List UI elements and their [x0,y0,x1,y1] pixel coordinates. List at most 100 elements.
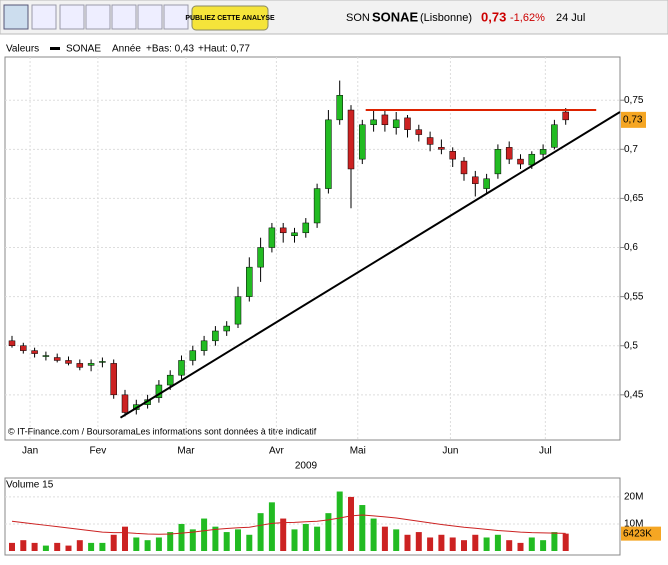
trend-line [119,111,621,419]
y-tick-label: 0,75 [624,95,644,106]
header-price: 0,73 [481,9,506,24]
x-tick-label: Fev [90,446,107,457]
y-tick-label: 0,7 [624,144,638,155]
candle-body [472,176,479,184]
volume-bar [449,537,456,551]
x-tick-label: Jul [539,446,552,457]
volume-bar [178,523,185,551]
header-date: 24 Jul [556,12,585,24]
x-tick-label: Avr [269,446,284,457]
volume-bar [540,540,547,551]
legend-label: Valeurs [6,44,39,55]
candle-body [291,232,298,236]
toolbar [0,0,668,35]
volume-bar [381,526,388,551]
publish-button[interactable] [191,5,269,31]
header-change: -1,62% [510,12,545,24]
candle-body [404,117,411,130]
volume-bar [257,513,264,551]
volume-bar [155,537,162,551]
candle-body [325,119,332,189]
candle-body [392,119,400,128]
volume-bar [415,532,422,551]
candle-body [110,363,117,396]
volume-bar [31,542,38,551]
candle-body [42,355,50,357]
legend-low: +Bas: 0,43 [146,44,195,55]
x-tick-label: Mai [350,446,366,457]
candle-body [257,247,264,268]
candle-body [426,137,434,145]
volume-bar [427,537,434,551]
volume-bar [235,529,241,551]
candle-body [99,361,106,363]
tool-delete[interactable] [163,4,189,30]
candle-body [483,178,490,189]
candle-body [166,374,174,386]
candle-body [539,149,547,155]
volume-bar [212,526,219,551]
last-price-label: 0,73 [623,114,643,125]
volume-bar [122,526,128,551]
volume-bar [65,545,72,551]
x-tick-label: Mar [177,446,195,457]
volume-bar [302,523,309,551]
tool-line[interactable] [31,4,57,30]
volume-last-label: 6423K [623,528,652,539]
volume-bar [133,537,140,551]
last-price-box [621,111,646,128]
volume-bar [42,545,49,551]
candle-body [302,222,310,234]
volume-bar [393,529,400,551]
tool-parallel[interactable] [137,4,163,30]
volume-bar [506,540,513,551]
volume-bar [201,518,208,551]
volume-title: Volume 15 [6,480,54,491]
volume-bar [144,540,151,551]
publish-label[interactable]: PUBLIEZ CETTE ANALYSE [185,15,275,22]
candle-body [505,147,513,160]
header-name: SONAE [372,9,419,24]
volume-bar [246,534,253,551]
y-tick-label: 0,5 [624,340,638,351]
candle-body [87,363,95,366]
volume-bar [348,496,354,551]
volume-bar [404,534,411,551]
candle-body [359,124,366,160]
candle-body [76,363,84,368]
candle-body [517,158,524,165]
x-tick-label: Jun [442,446,458,457]
volume-bar [54,542,61,551]
volume-bar [359,505,366,551]
volume-bar [551,532,558,551]
volume-bar [517,542,524,551]
candle-body [178,360,185,376]
candle-body [381,114,389,126]
candle-body [494,149,502,175]
legend-high: +Haut: 0,77 [198,44,250,55]
source: © IT-Finance.com / BoursoramaLes informa… [8,426,317,436]
header-market: (Lisbonne) [420,12,472,24]
tool-zoom[interactable] [3,4,29,30]
tool-channel[interactable] [111,4,137,30]
volume-bar [494,534,501,551]
x-tick-label: Jan [22,446,38,457]
candle-body [31,350,38,354]
volume-bar [280,518,287,551]
volume-bar [325,513,332,551]
candle-body [268,227,276,248]
candle-body [279,227,287,234]
candle-body [370,119,377,126]
volume-bar [528,537,535,551]
candle-body [189,350,197,361]
candle-body [528,153,536,166]
candle-body [8,340,16,346]
candle-body [460,160,468,175]
tool-hline[interactable] [59,4,85,30]
volume-bar [336,491,343,551]
candle-body [246,266,253,297]
tool-fibo[interactable] [85,4,111,30]
volume-bar [88,542,95,551]
candle-body [53,357,61,361]
